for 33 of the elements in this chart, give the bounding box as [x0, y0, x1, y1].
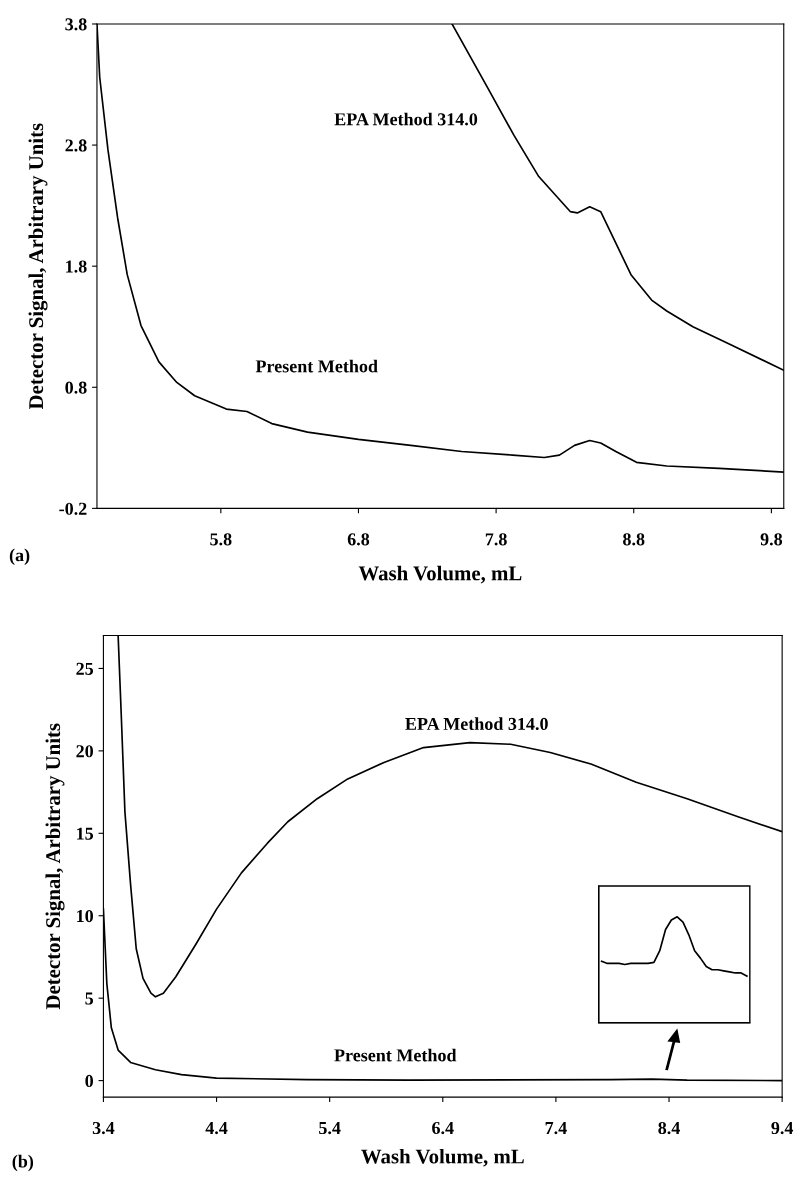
y-tick-label: 1.8: [66, 260, 87, 273]
x-tick-label: 5.8: [210, 533, 232, 546]
x-axis-title: Wash Volume, mL: [361, 1148, 524, 1167]
x-tick-label: 7.4: [545, 1122, 567, 1135]
series-label: Present Method: [334, 1048, 457, 1062]
x-tick-label: 9.4: [771, 1121, 794, 1135]
y-axis-title: Detector Signal, Arbitrary Units: [28, 123, 48, 410]
x-tick-label: 8.8: [623, 533, 645, 546]
y-tick-label: 2.8: [65, 139, 87, 152]
y-tick-label: 25: [76, 662, 94, 675]
text: (b): [12, 1154, 34, 1172]
y-axis-title: Detector Signal, Arbitrary Units: [45, 723, 65, 1010]
x-tick-label: 3.4: [92, 1121, 115, 1135]
x-tick-label: 4.4: [205, 1122, 228, 1135]
y-tick-label: -0.2: [59, 502, 87, 515]
x-tick-label: 6.8: [347, 533, 370, 546]
x-tick-label: 7.8: [485, 533, 507, 546]
y-tick-label: 0.8: [65, 381, 87, 394]
x-axis-title: Wash Volume, mL: [358, 565, 522, 584]
y-tick-label: 20: [76, 745, 94, 758]
text: Present Method: [255, 359, 378, 373]
x-tick-label: 6.4: [432, 1121, 454, 1135]
series-label: EPA Method 314.0: [405, 717, 548, 731]
y-tick-label: 15: [77, 827, 94, 840]
text: (a): [9, 548, 30, 565]
y-tick-label: 0: [85, 1074, 94, 1088]
y-tick-label: 5: [85, 992, 94, 1005]
x-tick-label: 5.4: [319, 1122, 341, 1135]
y-tick-label: 10: [77, 909, 94, 923]
x-tick-label: 9.8: [760, 533, 783, 546]
y-tick-label: 3.8: [65, 18, 87, 31]
x-tick-label: 8.4: [658, 1121, 680, 1135]
series-label: EPA Method 314.0: [334, 112, 478, 126]
